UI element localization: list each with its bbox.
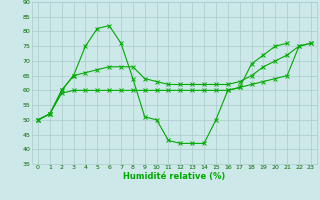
X-axis label: Humidité relative (%): Humidité relative (%) xyxy=(123,172,226,181)
